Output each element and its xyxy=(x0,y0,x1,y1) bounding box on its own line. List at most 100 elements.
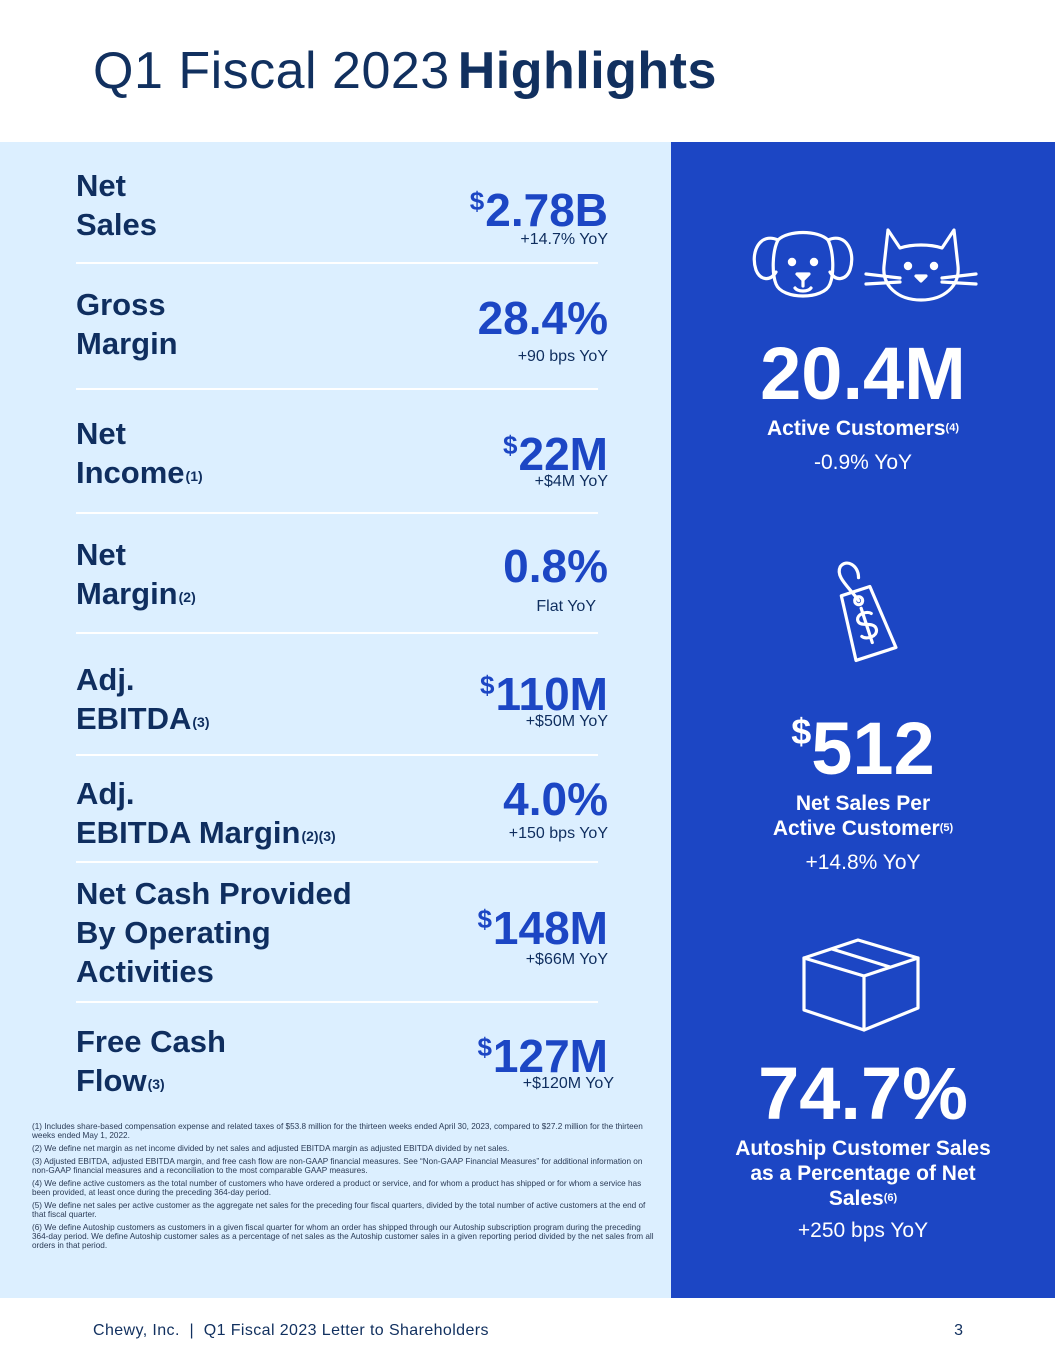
currency-symbol: $ xyxy=(791,711,812,752)
metric-net-sales: Net Sales $2.78B +14.7% YoY xyxy=(76,166,616,256)
metric-label-line: Adj. xyxy=(76,776,135,811)
metric-value: 0.8% xyxy=(503,541,608,591)
stat-label-line: Autoship Customer Sales xyxy=(735,1137,991,1160)
footnote-ref: (2)(3) xyxy=(301,828,336,844)
stat-label: Net Sales Per Active Customer(5) xyxy=(671,791,1055,841)
metric-value: 4.0% xyxy=(503,774,608,824)
stat-label: Autoship Customer Sales as a Percentage … xyxy=(671,1136,1055,1211)
page-title: Q1 Fiscal 2023 Highlights xyxy=(93,38,717,104)
metric-number: 22M xyxy=(518,428,608,480)
footnote: (4) We define active customers as the to… xyxy=(32,1178,642,1197)
metric-label: Net Income(1) xyxy=(76,414,203,496)
stat-value: 74.7% xyxy=(758,1052,968,1135)
metric-label-line: Margin xyxy=(76,326,178,361)
footnote: (5) We define net sales per active custo… xyxy=(32,1200,646,1219)
metric-value: $127M xyxy=(477,1022,608,1081)
metric-label-line: Income xyxy=(76,455,185,490)
divider xyxy=(76,632,598,634)
metric-number: 2.78B xyxy=(485,184,608,236)
metric-value: 28.4% xyxy=(478,293,608,343)
metric-label-line: Activities xyxy=(76,954,214,989)
metric-change: +150 bps YoY xyxy=(508,825,608,842)
currency-symbol: $ xyxy=(477,904,492,934)
stat-label-line: Active Customer xyxy=(772,817,940,840)
metric-label: Net Cash Provided By Operating Activitie… xyxy=(76,874,352,991)
stat-value: 20.4M xyxy=(760,332,966,415)
metric-label-line: By Operating xyxy=(76,915,271,950)
metric-change: +90 bps YoY xyxy=(517,348,608,365)
metric-free-cash-flow: Free Cash Flow(3) $127M +$120M YoY xyxy=(76,1022,616,1102)
metric-change: +$120M YoY xyxy=(522,1075,614,1092)
metric-change: +$4M YoY xyxy=(534,473,608,490)
divider xyxy=(76,1001,598,1003)
metric-label-line: Adj. xyxy=(76,662,135,697)
footnote-ref: (4) xyxy=(945,422,959,434)
metric-value: $22M xyxy=(503,420,608,479)
metric-value: $148M xyxy=(477,894,608,953)
footnote: (6) We define Autoship customers as cust… xyxy=(32,1222,654,1251)
metric-label-line: Net xyxy=(76,168,126,203)
divider xyxy=(76,388,598,390)
stat-change: +14.8% YoY xyxy=(805,851,921,874)
stat-label-line: Sales xyxy=(828,1187,884,1210)
currency-symbol: $ xyxy=(480,670,495,700)
metric-label: Gross Margin xyxy=(76,285,178,363)
metric-label-line: EBITDA xyxy=(76,701,192,736)
metric-label: Adj. EBITDA Margin(2)(3) xyxy=(76,774,336,856)
stat-change: -0.9% YoY xyxy=(813,451,913,474)
metrics-panel xyxy=(0,142,671,1298)
footnote-ref: (6) xyxy=(883,1192,898,1204)
footnotes: (1) Includes share-based compensation ex… xyxy=(32,1122,656,1254)
dog-and-cat-icon xyxy=(752,228,978,302)
metric-change: Flat YoY xyxy=(536,598,596,615)
metric-label-line: EBITDA Margin xyxy=(76,815,301,850)
price-tag-icon xyxy=(837,561,898,663)
metric-label-line: Net xyxy=(76,416,126,451)
metric-label-line: Net Cash Provided xyxy=(76,876,352,911)
metric-net-income: Net Income(1) $22M +$4M YoY xyxy=(76,414,616,504)
stat-label-line: Net Sales Per xyxy=(795,792,931,815)
metric-adj-ebitda: Adj. EBITDA(3) $110M +$50M YoY xyxy=(76,660,616,750)
page-title-bold: Highlights xyxy=(457,42,717,100)
divider xyxy=(76,512,598,514)
footnote-ref: (1) xyxy=(185,468,203,484)
metric-label-line: Net xyxy=(76,537,126,572)
metric-change: +$50M YoY xyxy=(525,713,608,730)
metric-label: Net Margin(2) xyxy=(76,535,196,617)
metric-value: $110M xyxy=(480,660,608,719)
stat-net-sales-per-customer: $512 Net Sales Per Active Customer(5) +1… xyxy=(671,692,1055,877)
page-title-light: Q1 Fiscal 2023 xyxy=(93,42,450,100)
metric-operating-cash-flow: Net Cash Provided By Operating Activitie… xyxy=(76,874,616,994)
currency-symbol: $ xyxy=(469,186,485,216)
stat-label-line: as a Percentage of Net xyxy=(750,1162,976,1185)
footnote: (1) Includes share-based compensation ex… xyxy=(32,1122,643,1141)
metric-label-line: Sales xyxy=(76,207,158,242)
footnote-ref: (2) xyxy=(178,589,196,605)
footer-text: Chewy, Inc. | Q1 Fiscal 2023 Letter to S… xyxy=(93,1322,489,1339)
footnote-ref: (3) xyxy=(147,1076,165,1092)
divider xyxy=(76,861,598,863)
metric-label-line: Free Cash xyxy=(76,1024,226,1059)
box-icon xyxy=(802,938,920,1032)
metric-change: +$66M YoY xyxy=(525,951,608,968)
highlights-panel xyxy=(671,142,1055,1298)
divider xyxy=(76,262,598,264)
stat-active-customers: 20.4M Active Customers(4) -0.9% YoY xyxy=(671,334,1055,477)
metric-label: Free Cash Flow(3) xyxy=(76,1022,226,1104)
currency-symbol: $ xyxy=(503,430,518,460)
metric-label: Net Sales xyxy=(76,166,157,244)
metric-label-line: Gross xyxy=(76,287,166,322)
metric-gross-margin: Gross Margin 28.4% +90 bps YoY xyxy=(76,285,616,375)
metric-net-margin: Net Margin(2) 0.8% Flat YoY xyxy=(76,535,616,625)
stat-value: $512 xyxy=(671,692,1055,789)
stat-label-text: Active Customers xyxy=(766,417,946,440)
metric-number: 127M xyxy=(492,1030,608,1082)
divider xyxy=(76,754,598,756)
footnote-ref: (3) xyxy=(192,714,210,730)
metric-number: 110M xyxy=(495,668,608,720)
metric-label-line: Flow xyxy=(76,1063,147,1098)
footnote: (3) Adjusted EBITDA, adjusted EBITDA mar… xyxy=(32,1156,643,1175)
footnote-ref: (5) xyxy=(939,822,954,834)
metric-number: 28.4% xyxy=(477,292,608,344)
stat-label: Active Customers(4) xyxy=(671,416,1055,441)
